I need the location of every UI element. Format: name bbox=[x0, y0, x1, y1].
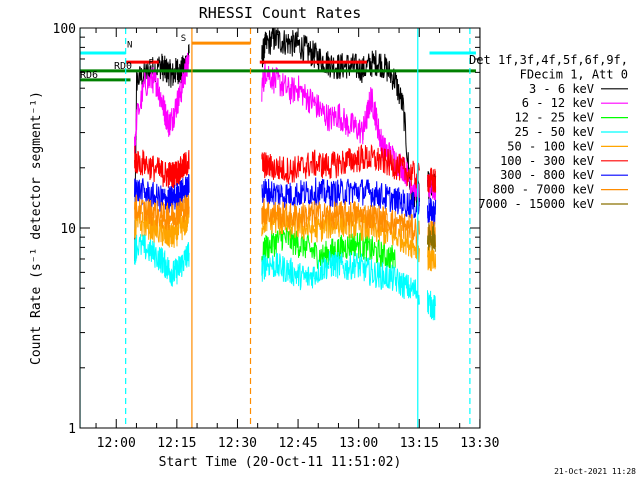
horizontal-marker-label-5: RD0 bbox=[114, 61, 132, 72]
legend-entry-label: 25 - 50 keV bbox=[515, 125, 594, 139]
y-tick-label: 1 bbox=[68, 422, 76, 437]
x-tick-label: 13:30 bbox=[460, 436, 499, 451]
x-tick-label: 13:15 bbox=[400, 436, 439, 451]
x-tick-label: 12:45 bbox=[278, 436, 317, 451]
series-line-7-0 bbox=[134, 194, 190, 231]
series-line-4-0 bbox=[134, 207, 190, 248]
legend: Det 1f,3f,4f,5f,6f,9f,FDecim 1, Att 03 -… bbox=[469, 53, 628, 211]
chart-title: RHESSI Count Rates bbox=[199, 4, 362, 22]
footer-date: 21-Oct-2021 11:28 bbox=[554, 467, 636, 476]
series-line-6-0 bbox=[134, 173, 190, 214]
legend-entry-label: 100 - 300 keV bbox=[500, 154, 594, 168]
legend-entry-label: 6 - 12 keV bbox=[522, 96, 594, 110]
series-line-8-0 bbox=[427, 223, 437, 252]
x-tick-label: 12:30 bbox=[218, 436, 257, 451]
legend-entry-label: 50 - 100 keV bbox=[507, 139, 594, 153]
horizontal-marker-label-6: RD6 bbox=[80, 70, 98, 81]
series-line-5-1 bbox=[261, 144, 420, 189]
x-tick-label: 12:15 bbox=[157, 436, 196, 451]
plot-area: N S F bbox=[80, 28, 476, 428]
series-line-5-0 bbox=[134, 145, 190, 189]
series-line-6-1 bbox=[261, 177, 420, 219]
legend-entry-label: 3 - 6 keV bbox=[529, 82, 594, 96]
marker-letter-2: F bbox=[148, 58, 153, 68]
legend-entry-label: 12 - 25 keV bbox=[515, 111, 594, 125]
axes: RD0 RD6 12:00 12:15 12:30 12:45 13:00 13:15 13:3… bbox=[53, 22, 500, 451]
x-tick-label: 12:00 bbox=[97, 436, 136, 451]
series-line-3-0 bbox=[134, 234, 190, 287]
series-line-3-2 bbox=[427, 290, 437, 321]
y-tick-label: 100 bbox=[53, 22, 76, 37]
series-line-0-1 bbox=[261, 28, 420, 209]
legend-entry-label: 800 - 7000 keV bbox=[493, 183, 594, 197]
legend-entry-label: 7000 - 15000 keV bbox=[478, 197, 594, 211]
legend-header: Det 1f,3f,4f,5f,6f,9f, bbox=[469, 53, 628, 67]
series-line-6-2 bbox=[427, 197, 437, 226]
series-line-3-1 bbox=[261, 251, 420, 305]
marker-letter-0: N bbox=[127, 40, 132, 50]
series-line-4-2 bbox=[427, 244, 437, 272]
marker-letter-1: S bbox=[181, 34, 186, 44]
legend-entry-label: 300 - 800 keV bbox=[500, 168, 594, 182]
y-tick-label: 10 bbox=[60, 222, 76, 237]
legend-header: FDecim 1, Att 0 bbox=[520, 67, 628, 81]
x-axis-label: Start Time (20-Oct-11 11:51:02) bbox=[159, 455, 402, 470]
series-line-1-0 bbox=[134, 52, 190, 155]
x-tick-label: 13:00 bbox=[339, 436, 378, 451]
series-line-5-2 bbox=[427, 167, 437, 193]
y-axis-label: Count Rate (s⁻¹ detector segment⁻¹) bbox=[29, 91, 44, 365]
series-line-7-1 bbox=[261, 198, 420, 244]
series-line-0-0 bbox=[134, 43, 190, 262]
